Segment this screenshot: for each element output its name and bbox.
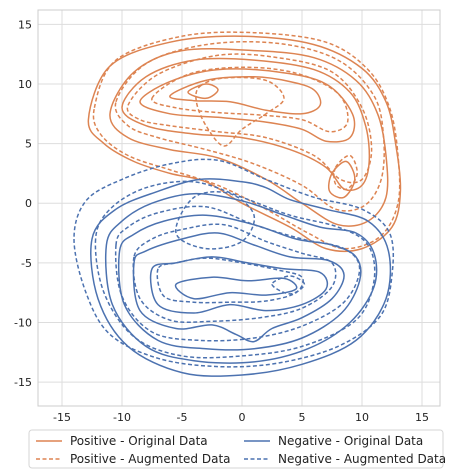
contour-line: [132, 232, 345, 343]
legend-label-negative-original: Negative - Original Data: [278, 434, 423, 448]
legend-label-positive-original: Positive - Original Data: [70, 434, 208, 448]
legend-entry-negative-original[interactable]: Negative - Original Data: [244, 434, 423, 448]
contour-line: [114, 40, 385, 212]
tick-labels: -15 -10 -5 0 5 10 15 -15 -10 -5 0 5 10 15: [14, 18, 429, 424]
legend-entry-negative-augmented[interactable]: Negative - Augmented Data: [244, 452, 446, 466]
contour-line: [195, 76, 285, 147]
x-tick-label: -5: [177, 411, 188, 424]
contour-line: [90, 178, 392, 377]
contour-line: [149, 256, 329, 314]
contour-series-1: [92, 31, 401, 250]
x-tick-label: -10: [113, 411, 131, 424]
contour-line: [121, 57, 371, 192]
contour-line: [132, 223, 337, 324]
x-tick-label: 5: [299, 411, 306, 424]
legend-entry-positive-original[interactable]: Positive - Original Data: [36, 434, 208, 448]
contour-line: [87, 35, 402, 252]
y-tick-label: -5: [21, 257, 32, 270]
contour-line: [327, 160, 356, 199]
contour-series-2: [90, 178, 392, 377]
contour-line: [73, 158, 395, 368]
x-tick-label: 15: [415, 411, 429, 424]
contour-line: [175, 191, 256, 250]
x-tick-label: 0: [239, 411, 246, 424]
contour-line: [114, 205, 361, 342]
contour-line: [109, 47, 389, 227]
contour-line: [117, 214, 362, 351]
y-tick-label: 10: [18, 78, 32, 91]
x-tick-label: 10: [355, 411, 369, 424]
contour-line: [156, 257, 304, 304]
legend: Positive - Original Data Positive - Augm…: [28, 429, 446, 469]
contour-line: [104, 192, 378, 364]
contour-line: [151, 66, 349, 133]
contour-line: [139, 68, 356, 143]
y-tick-label: 0: [25, 197, 32, 210]
y-tick-label: 15: [18, 18, 32, 31]
x-tick-label: -15: [53, 411, 71, 424]
plot-frame: [37, 9, 441, 407]
contour-line: [94, 180, 376, 359]
contour-lines: [73, 31, 402, 377]
y-tick-label: -15: [14, 376, 32, 389]
legend-label-positive-augmented: Positive - Augmented Data: [70, 452, 231, 466]
contour-line: [92, 31, 401, 250]
contour-line: [174, 276, 298, 300]
legend-entry-positive-augmented[interactable]: Positive - Augmented Data: [36, 452, 231, 466]
contour-line: [333, 154, 358, 191]
y-tick-label: 5: [25, 138, 32, 151]
contour-series-3: [73, 158, 395, 368]
legend-frame: [28, 429, 444, 469]
contour-line: [271, 275, 306, 295]
contour-line: [126, 53, 373, 184]
y-tick-label: -10: [14, 317, 32, 330]
legend-label-negative-augmented: Negative - Augmented Data: [278, 452, 446, 466]
